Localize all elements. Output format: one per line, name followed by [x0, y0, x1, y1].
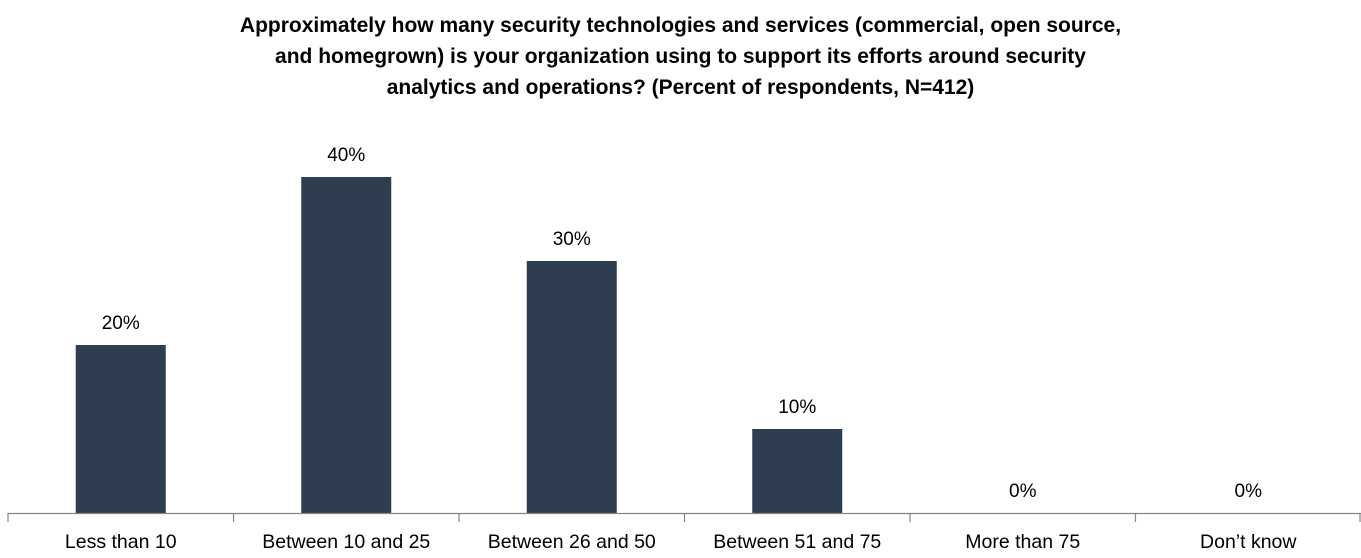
value-label: 30% [553, 229, 591, 250]
value-labels-layer: 20% 40% 30% 10% 0% 0% [102, 145, 1262, 502]
category-label: Don’t know [1200, 531, 1297, 553]
bar [75, 345, 166, 513]
bars-layer [75, 177, 843, 513]
chart-title-line-2: and homegrown) is your organization usin… [275, 45, 1086, 68]
value-label: 0% [1009, 481, 1037, 502]
chart-title-line-3: analytics and operations? (Percent of re… [386, 76, 975, 99]
x-axis [7, 512, 1361, 522]
chart-title-line-1: Approximately how many security technolo… [239, 14, 1122, 37]
value-label: 0% [1235, 481, 1263, 502]
chart-title: Approximately how many security technolo… [0, 10, 1361, 103]
category-label: Between 51 and 75 [713, 531, 881, 553]
value-label: 40% [327, 145, 365, 166]
value-label: 10% [778, 397, 816, 418]
value-label: 20% [102, 313, 140, 334]
category-label: Between 26 and 50 [488, 531, 656, 553]
category-label: Between 10 and 25 [262, 531, 430, 553]
bar [752, 429, 843, 513]
bar [526, 261, 617, 513]
category-labels-layer: Less than 10 Between 10 and 25 Between 26 … [65, 531, 1297, 553]
category-label: Less than 10 [65, 531, 177, 553]
category-label: More than 75 [965, 531, 1080, 553]
bar [301, 177, 392, 513]
